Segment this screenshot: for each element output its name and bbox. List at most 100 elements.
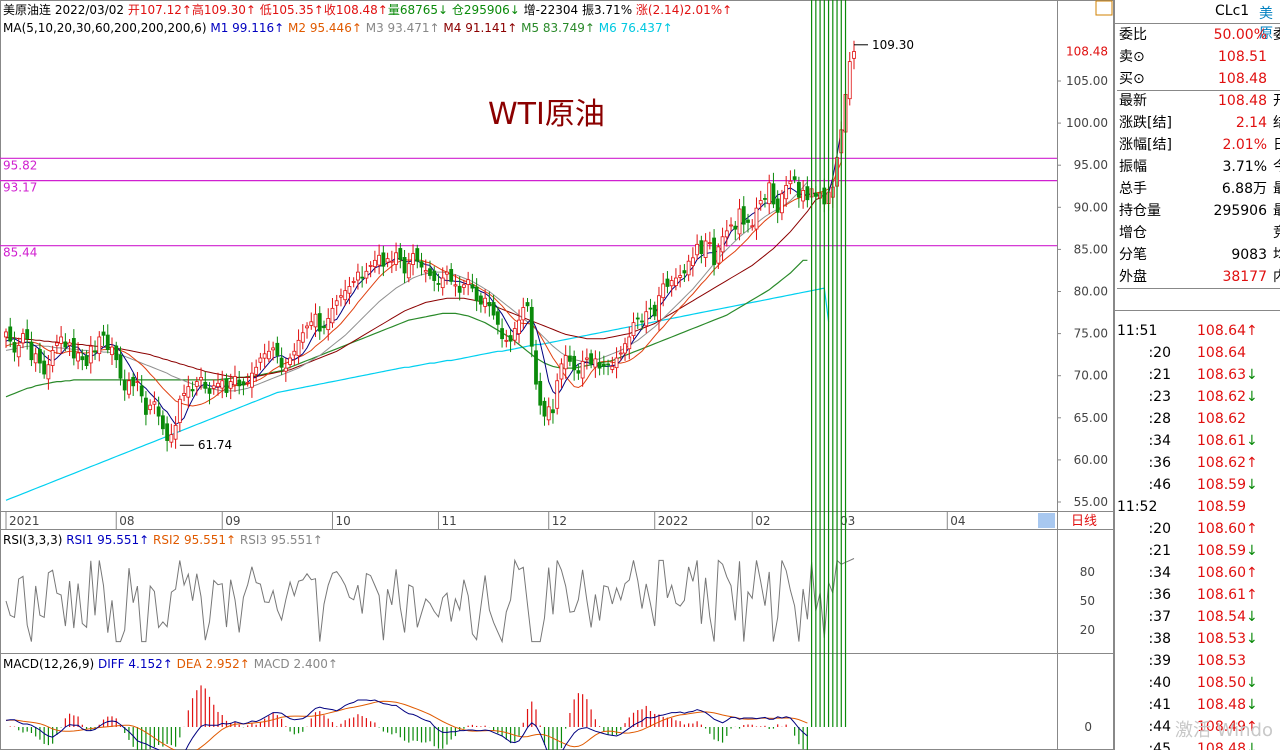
tick-row: :21 108.63↓ [1115, 364, 1280, 386]
tick-time: :23 [1148, 389, 1171, 405]
candle [466, 271, 471, 296]
tick-time: :41 [1148, 697, 1171, 713]
low-annotation: 61.74 [198, 438, 232, 452]
candle [339, 288, 343, 307]
candle [623, 337, 627, 361]
tick-direction-icon: ↓ [1246, 433, 1258, 449]
candle-body [584, 357, 589, 360]
candle [470, 273, 475, 293]
candle-body [538, 380, 543, 406]
candle [669, 275, 674, 297]
candle-body [546, 406, 551, 421]
candle [101, 324, 106, 346]
candle-body [852, 51, 856, 59]
candle-body [254, 366, 259, 375]
candle-body [635, 317, 640, 320]
candle [737, 198, 742, 241]
candle-body [343, 290, 348, 301]
candle-body [504, 339, 509, 342]
tick-row: :28 108.62 [1115, 408, 1280, 430]
candle-body [38, 349, 42, 364]
candle-body [589, 353, 594, 365]
candle-body [76, 352, 80, 362]
candle-body [84, 355, 89, 366]
tick-time: :34 [1148, 433, 1171, 449]
candle-body [4, 331, 8, 338]
h-line-label: 85.44 [3, 246, 37, 260]
candle [686, 254, 691, 282]
candle-body [419, 261, 424, 268]
candle-body [784, 185, 789, 200]
tick-time: :40 [1148, 675, 1171, 691]
candle [712, 229, 716, 276]
candle [462, 279, 466, 295]
candle-body [156, 406, 161, 417]
quote-extra: 开 [1273, 90, 1280, 112]
candle [258, 352, 263, 371]
candle-body [508, 335, 513, 342]
candle [190, 381, 195, 397]
expand-icon[interactable] [1114, 2, 1115, 18]
tick-row: :45 108.48↓ [1115, 738, 1280, 750]
quote-label: 振幅 [1119, 159, 1147, 175]
volume: 量68765↓ [387, 3, 449, 17]
candle [563, 345, 568, 379]
rsi1-value: RSI1 95.551↑ [66, 533, 150, 547]
candle [88, 336, 93, 374]
candle-body [101, 331, 106, 336]
candle [245, 373, 250, 387]
candle [343, 279, 348, 306]
kline-chart[interactable]: 55.00 60.00 65.00 70.00 75.00 80.00 85.00 90.00… [0, 0, 1114, 750]
ma-m4: M4 91.141↑ [443, 21, 518, 35]
candle-body [780, 193, 784, 214]
candle-body [33, 353, 38, 364]
candle-body [288, 357, 292, 365]
candle [411, 244, 415, 276]
dea-value: DEA 2.952↑ [176, 657, 250, 671]
candle [640, 313, 644, 330]
diff-line [5, 699, 808, 750]
tick-time: :20 [1148, 521, 1171, 537]
tick-price: 108.49↑ [1197, 719, 1258, 735]
candle [572, 350, 577, 381]
ma200b-line [5, 287, 830, 501]
candle-body [555, 380, 560, 409]
candle-body [788, 180, 793, 185]
candle [551, 398, 555, 424]
quote-label: 买⊙ [1119, 71, 1145, 87]
candle-body [576, 370, 581, 374]
candle-body [135, 381, 140, 383]
candle-body [233, 376, 237, 386]
candle [534, 339, 538, 390]
candle-body [275, 342, 280, 356]
tick-row: :39 108.53 [1115, 650, 1280, 672]
candle [449, 263, 454, 285]
chart-area[interactable]: 55.00 60.00 65.00 70.00 75.00 80.00 85.00 90.00… [0, 0, 1114, 750]
candle [618, 346, 623, 361]
candle-body [309, 321, 314, 326]
candle [84, 350, 89, 370]
candle [517, 309, 521, 344]
candle-body [177, 398, 182, 423]
candle [627, 326, 632, 360]
candle [678, 264, 683, 288]
tick-price: 108.62 [1197, 411, 1246, 427]
candle [165, 416, 170, 452]
candle-body [46, 364, 51, 380]
x-tick-label: 04 [950, 514, 965, 528]
quote-label: 外盘 [1119, 269, 1147, 285]
quote-extra: 最 [1273, 178, 1280, 200]
candle-body [690, 257, 695, 266]
candle [542, 397, 547, 426]
tick-time: :36 [1148, 455, 1171, 471]
tick-row: :46 108.59↓ [1115, 474, 1280, 496]
candle-body [67, 342, 72, 346]
candle-body [127, 380, 131, 395]
candle [114, 341, 119, 368]
ma60-line [6, 197, 821, 378]
candle [360, 266, 365, 288]
candle [796, 176, 801, 208]
tick-direction-icon: ↑ [1246, 719, 1258, 735]
x-tick-label: 2022 [658, 514, 689, 528]
quote-label: 持仓量 [1119, 203, 1161, 219]
